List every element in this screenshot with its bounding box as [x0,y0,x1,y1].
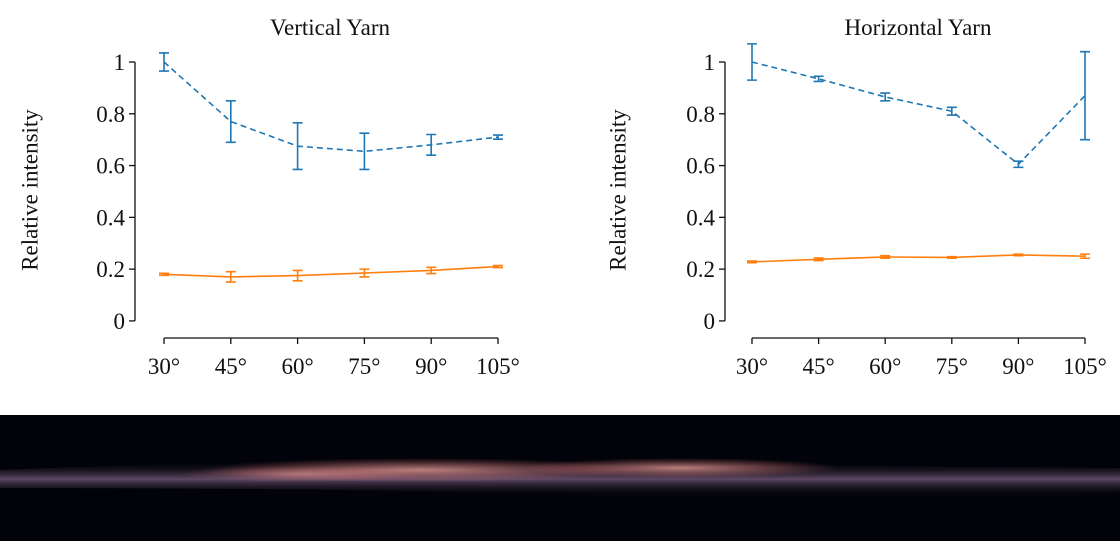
error-bar [225,100,236,144]
error-bar [493,134,503,140]
x-tick-label: 105° [1063,354,1107,379]
x-tick-label: 45° [802,354,834,379]
x-tick-label: 90° [1002,354,1034,379]
error-bar [1080,253,1090,260]
error-bar [880,254,891,260]
x-tick-label: 60° [281,354,313,379]
error-bar [359,268,370,278]
y-axis-label: Relative intensity [605,109,630,271]
error-bar [747,43,757,81]
y-axis-label: Relative intensity [17,109,42,271]
y-tick-label: 0.8 [686,102,715,127]
error-bar [813,257,824,262]
chart-title: Vertical Yarn [270,15,391,40]
chart: Horizontal Yarn Relative intensity 0 0.2 0.4… [605,15,1107,379]
x-tick-label: 45° [215,354,247,379]
error-bar [946,106,957,116]
x-tick-label: 75° [348,354,380,379]
error-bar [426,133,437,157]
data-line [163,265,499,278]
error-bar [747,260,757,264]
error-bar [159,272,169,277]
chart-title: Horizontal Yarn [845,15,992,40]
error-bar [493,264,503,269]
error-bar [1080,50,1090,141]
y-tick-label: 0.6 [96,154,125,179]
error-bar [292,269,303,282]
x-tick-label: 30° [736,354,768,379]
x-tick-label: 60° [869,354,901,379]
y-tick-label: 0.2 [686,257,715,282]
error-bar [426,266,437,275]
y-tick-label: 0.4 [96,205,125,230]
yarn-photo [0,415,1120,541]
error-bar [292,122,303,171]
y-tick-label: 0 [704,309,716,334]
error-bar [1013,160,1024,169]
chart: Vertical Yarn Relative intensity 0 0.2 0.4 0.… [17,15,520,379]
x-tick-label: 105° [476,354,520,379]
error-bar [1013,253,1024,257]
y-tick-label: 0 [114,309,126,334]
error-bar [159,52,169,72]
x-tick-label: 30° [148,354,180,379]
error-bar [880,92,891,102]
y-tick-label: 0.2 [96,257,125,282]
y-tick-label: 1 [114,50,126,75]
x-tick-label: 75° [936,354,968,379]
data-line [751,61,1086,166]
error-bar [225,270,236,283]
y-tick-label: 0.6 [686,154,715,179]
data-line [163,61,499,153]
data-line [751,254,1086,263]
y-tick-label: 1 [704,50,716,75]
error-bar [946,255,957,260]
x-tick-label: 90° [415,354,447,379]
y-tick-label: 0.4 [686,205,715,230]
error-bar [359,132,370,171]
error-bar [813,75,824,83]
y-tick-label: 0.8 [96,102,125,127]
